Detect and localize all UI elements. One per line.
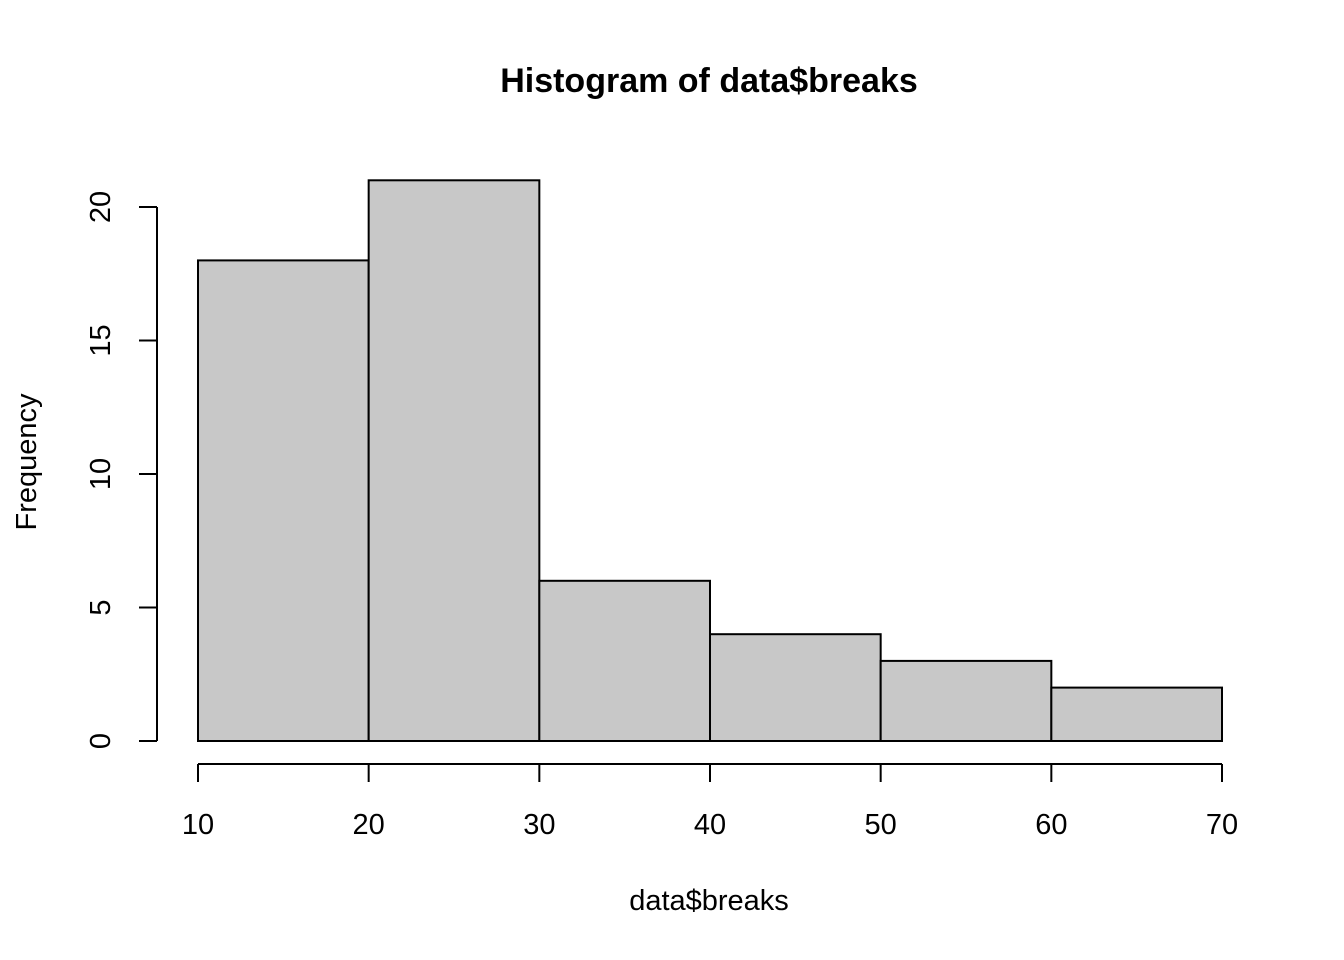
histogram-bar-60-70 xyxy=(1050,686,1224,742)
histogram-bar-30-40 xyxy=(538,579,711,742)
bars-group xyxy=(197,179,1224,743)
histogram-bar-40-50 xyxy=(709,633,882,743)
y-axis: 0 5 10 15 20 xyxy=(85,191,158,749)
histogram-bar-50-60 xyxy=(879,659,1053,743)
y-axis-label: Frequency xyxy=(11,393,43,531)
x-tick-label-20: 20 xyxy=(353,809,385,841)
x-tick-label-10: 10 xyxy=(182,809,214,841)
y-tick-label-5: 5 xyxy=(85,599,117,615)
x-axis: 10 20 30 40 50 60 70 xyxy=(182,763,1238,841)
x-axis-label: data$breaks xyxy=(629,885,789,917)
x-tick-label-50: 50 xyxy=(865,809,897,841)
histogram-bar-10-20 xyxy=(197,259,370,742)
x-tick-label-30: 30 xyxy=(523,809,555,841)
y-tick-label-0: 0 xyxy=(85,733,117,749)
y-tick-label-20: 20 xyxy=(85,191,117,223)
histogram-bar-20-30 xyxy=(367,179,541,743)
x-tick-label-70: 70 xyxy=(1206,809,1238,841)
x-tick-label-60: 60 xyxy=(1035,809,1067,841)
y-tick-label-10: 10 xyxy=(85,458,117,490)
x-tick-label-40: 40 xyxy=(694,809,726,841)
y-tick-label-15: 15 xyxy=(85,324,117,356)
chart-title: Histogram of data$breaks xyxy=(500,62,918,100)
